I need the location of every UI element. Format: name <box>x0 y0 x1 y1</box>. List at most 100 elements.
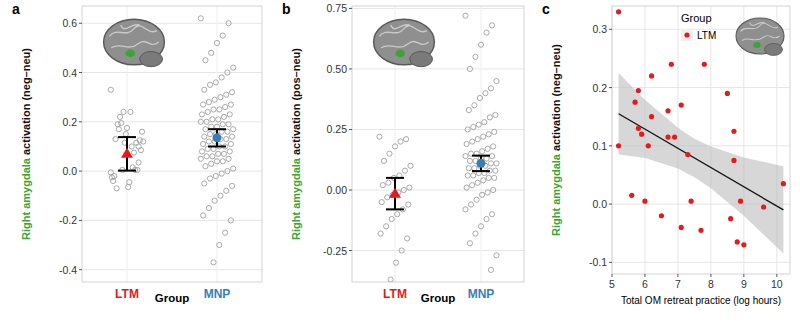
brain-icon <box>104 19 165 67</box>
data-point <box>389 216 394 221</box>
data-point <box>616 143 621 148</box>
y-axis-label-highlight: Right amygdala <box>290 155 302 240</box>
data-point <box>386 180 391 185</box>
data-point <box>228 102 233 107</box>
y-axis-label-highlight: Right amygdala <box>20 155 32 240</box>
data-point <box>206 100 211 105</box>
data-point <box>224 188 229 193</box>
data-point <box>229 183 234 188</box>
data-point <box>636 88 641 93</box>
data-point <box>395 212 400 217</box>
data-point <box>108 87 113 92</box>
regression-line <box>619 114 784 210</box>
data-point <box>781 181 786 186</box>
category-grid-line <box>217 6 218 282</box>
grid-line <box>82 23 262 24</box>
data-point <box>117 114 122 119</box>
brain-icon <box>374 19 435 67</box>
data-point <box>467 158 472 163</box>
data-point <box>213 80 218 85</box>
data-point <box>649 73 654 78</box>
data-point <box>672 134 677 139</box>
legend-marker <box>684 32 689 37</box>
data-point <box>127 180 132 185</box>
y-tick <box>609 262 612 263</box>
y-axis-label: Right amygdala activation (pos–neu) <box>290 48 302 240</box>
data-point <box>480 192 485 197</box>
data-point <box>219 171 224 176</box>
data-point <box>213 173 218 178</box>
y-tick-label: 0.2 <box>592 82 607 94</box>
data-point <box>738 199 743 204</box>
data-point <box>206 139 211 144</box>
error-bar-cap <box>472 170 490 172</box>
data-point <box>725 91 730 96</box>
y-tick <box>79 171 82 172</box>
y-tick <box>79 72 82 73</box>
x-tick-label: 10 <box>771 278 783 290</box>
brain-cerebellum <box>765 44 783 56</box>
data-point <box>204 119 209 124</box>
data-point <box>679 102 684 107</box>
data-point <box>636 126 641 131</box>
data-point <box>116 127 121 132</box>
y-tick-label: 0.3 <box>592 23 607 35</box>
y-axis-label: Right amygdala activation (neg–neu) <box>20 48 32 240</box>
data-point <box>481 178 486 183</box>
grid-line <box>82 269 262 270</box>
y-tick <box>79 121 82 122</box>
plot-frame <box>82 6 262 282</box>
data-point <box>384 224 389 229</box>
data-point <box>113 136 118 141</box>
x-tick-label: LTM <box>383 287 407 301</box>
data-point <box>485 190 490 195</box>
y-tick <box>349 68 352 69</box>
data-point <box>489 23 494 28</box>
data-point <box>218 95 223 100</box>
data-point <box>129 144 134 149</box>
data-point <box>467 241 472 246</box>
data-point <box>209 161 214 166</box>
data-point <box>209 50 214 55</box>
data-point <box>486 132 491 137</box>
data-point <box>731 129 736 134</box>
data-point <box>207 132 212 137</box>
grid-line <box>352 250 524 251</box>
data-point <box>491 144 496 149</box>
data-point <box>488 267 493 272</box>
plot-frame <box>612 6 790 274</box>
data-point <box>214 159 219 164</box>
grid-line <box>352 68 524 69</box>
data-point <box>480 149 485 154</box>
data-point <box>629 193 634 198</box>
y-tick-label: 0.00 <box>327 184 348 196</box>
plot-marks <box>616 9 786 253</box>
data-point <box>402 168 407 173</box>
data-point <box>467 66 472 71</box>
data-point <box>472 103 477 108</box>
data-point <box>492 175 497 180</box>
data-point <box>487 115 492 120</box>
y-tick <box>79 23 82 24</box>
y-tick-label: 0.50 <box>327 63 348 75</box>
y-axis-label-rest: activation (pos–neu) <box>290 48 302 155</box>
mean-marker <box>389 188 401 198</box>
data-point <box>491 187 496 192</box>
data-point <box>226 21 231 26</box>
data-point <box>220 33 225 38</box>
data-point <box>221 114 226 119</box>
data-point <box>473 54 478 59</box>
data-point <box>210 117 215 122</box>
x-tick <box>710 274 711 277</box>
data-point <box>231 65 236 70</box>
data-point <box>123 132 128 137</box>
data-point <box>492 129 497 134</box>
error-bar-cap <box>208 145 226 147</box>
data-point <box>379 200 384 205</box>
x-axis-label: Group <box>155 292 190 304</box>
grid-line <box>82 72 262 73</box>
x-tick <box>743 274 744 277</box>
data-point <box>377 134 382 139</box>
y-tick-label: 0.0 <box>62 165 77 177</box>
y-tick-label: -0.25 <box>323 245 347 257</box>
